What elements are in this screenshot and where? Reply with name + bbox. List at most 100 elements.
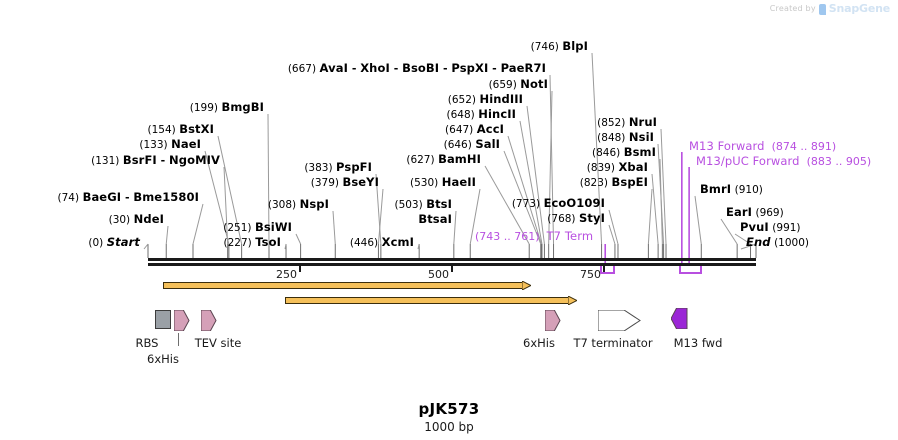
enzyme-site-position: (667) bbox=[287, 63, 317, 75]
enzyme-name: HindIII bbox=[479, 92, 523, 106]
enzyme-site-label[interactable]: (154) BstXI bbox=[148, 123, 215, 136]
enzyme-site-label[interactable]: (503) BtsI bbox=[394, 198, 452, 211]
primer-label[interactable]: M13 Forward (874 .. 891) bbox=[689, 140, 836, 153]
enzyme-name: PvuI bbox=[740, 220, 769, 234]
arrow-body bbox=[285, 297, 568, 304]
enzyme-leader-line bbox=[720, 218, 738, 245]
enzyme-name: AvaI bbox=[319, 61, 348, 75]
enzyme-site-position: (647) bbox=[445, 124, 474, 136]
enzyme-name: XcmI bbox=[381, 235, 414, 249]
terminator-range: (743 .. 761) bbox=[475, 230, 540, 243]
enzyme-site-label[interactable]: (131) BsrFI - NgoMIV bbox=[91, 154, 220, 167]
feature-glyph-arrow-right[interactable] bbox=[201, 310, 218, 331]
upper-translation-arrow[interactable] bbox=[163, 281, 531, 290]
enzyme-name: AccI bbox=[476, 122, 504, 136]
lower-translation-arrow[interactable] bbox=[285, 296, 577, 305]
enzyme-site-label[interactable]: (846) BsmI bbox=[592, 146, 656, 159]
enzyme-site-position: (659) bbox=[488, 79, 517, 91]
enzyme-leader-line bbox=[659, 158, 663, 245]
enzyme-site-label[interactable]: (652) HindIII bbox=[448, 93, 523, 106]
feature-glyph-arrow-outline[interactable] bbox=[598, 310, 642, 331]
enzyme-site-position: (646) bbox=[443, 139, 472, 151]
enzyme-site-label[interactable]: (227) TsoI bbox=[224, 236, 281, 249]
ruler-tick-label: 500 bbox=[428, 268, 449, 281]
enzyme-site-position: (383) bbox=[304, 162, 333, 174]
enzyme-site-label[interactable]: (74) BaeGI - Bme1580I bbox=[58, 191, 199, 204]
primer-name: M13 Forward bbox=[689, 139, 765, 153]
enzyme-site-label[interactable]: BmrI (910) bbox=[700, 183, 763, 196]
enzyme-site-label[interactable]: (852) NruI bbox=[597, 116, 657, 129]
terminator-label[interactable]: (743 .. 761) T7 Term bbox=[475, 230, 593, 243]
enzyme-site-position: (648) bbox=[446, 109, 475, 121]
enzyme-site-label[interactable]: (768) StyI bbox=[547, 212, 605, 225]
enzyme-site-label[interactable]: (0) Start bbox=[88, 236, 140, 249]
enzyme-site-label[interactable]: (133) NaeI bbox=[139, 138, 201, 151]
enzyme-site-label[interactable]: (30) NdeI bbox=[109, 213, 164, 226]
enzyme-site-label[interactable]: (839) XbaI bbox=[587, 161, 648, 174]
enzyme-site-position: (848) bbox=[597, 132, 626, 144]
enzyme-name: NdeI bbox=[133, 212, 164, 226]
enzyme-site-label[interactable]: (773) EcoO109I bbox=[512, 197, 605, 210]
m13-primer-bracket[interactable] bbox=[679, 266, 703, 274]
enzyme-site-label[interactable]: (627) BamHI bbox=[406, 153, 481, 166]
enzyme-site-label[interactable]: End (1000) bbox=[746, 236, 809, 249]
enzyme-leader-line bbox=[332, 210, 336, 245]
enzyme-site-label[interactable]: BtsaI bbox=[418, 213, 452, 226]
feature-glyph-arrow-right[interactable] bbox=[545, 310, 562, 331]
enzyme-site-label[interactable]: (659) NotI bbox=[489, 78, 548, 91]
primer-label[interactable]: M13/pUC Forward (883 .. 905) bbox=[696, 155, 871, 168]
primer-range: (874 .. 891) bbox=[771, 140, 837, 153]
enzyme-site-label[interactable]: (379) BseYI bbox=[311, 176, 379, 189]
enzyme-site-label[interactable]: (667) AvaI - XhoI - BsoBI - PspXI - PaeR… bbox=[288, 62, 546, 75]
enzyme-site-position: (133) bbox=[139, 139, 168, 151]
enzyme-name: NspI bbox=[299, 197, 329, 211]
enzyme-site-label[interactable]: PvuI (991) bbox=[740, 221, 801, 234]
enzyme-site-label[interactable]: (646) SalI bbox=[444, 138, 500, 151]
primer-name: M13/pUC Forward bbox=[696, 154, 800, 168]
enzyme-name: PspXI bbox=[451, 61, 489, 75]
enzyme-site-position: (627) bbox=[406, 154, 435, 166]
enzyme-site-position: (503) bbox=[394, 199, 423, 211]
feature-glyph-arrow-left[interactable] bbox=[671, 308, 689, 329]
feature-glyph-arrow-right[interactable] bbox=[174, 310, 191, 331]
enzyme-name: NgoMIV bbox=[169, 153, 220, 167]
enzyme-name: NruI bbox=[628, 115, 657, 129]
snapgene-logo-icon bbox=[818, 4, 826, 15]
enzyme-site-label[interactable]: (848) NsiI bbox=[597, 131, 654, 144]
enzyme-site-label[interactable]: (647) AccI bbox=[445, 123, 504, 136]
enzyme-name: PspFI bbox=[336, 160, 372, 174]
enzyme-site-position: (652) bbox=[447, 94, 476, 106]
enzyme-site-label[interactable]: (383) PspFI bbox=[304, 161, 372, 174]
enzyme-site-position: (768) bbox=[547, 213, 576, 225]
enzyme-name: StyI bbox=[579, 211, 605, 225]
primer-range: (883 .. 905) bbox=[806, 155, 872, 168]
ruler-tick bbox=[299, 266, 301, 272]
enzyme-name: BaeGI bbox=[82, 190, 122, 204]
plasmid-length-label: 1000 bp bbox=[424, 420, 474, 434]
enzyme-site-label[interactable]: (823) BspEI bbox=[580, 176, 648, 189]
enzyme-site-position: (0) bbox=[88, 237, 104, 249]
enzyme-name: EarI bbox=[726, 205, 752, 219]
enzyme-name: BtsaI bbox=[418, 212, 452, 226]
enzyme-name: PaeR7I bbox=[500, 61, 546, 75]
enzyme-site-position: (969) bbox=[755, 207, 784, 219]
enzyme-leader-line bbox=[192, 203, 204, 245]
enzyme-name: Bme1580I bbox=[133, 190, 199, 204]
watermark-created-by-label: Created by bbox=[769, 4, 816, 13]
feature-glyph-rbs[interactable] bbox=[155, 310, 171, 329]
enzyme-site-position: (74) bbox=[57, 192, 80, 204]
terminator-bracket[interactable] bbox=[599, 266, 615, 274]
enzyme-site-label[interactable]: (648) HincII bbox=[447, 108, 516, 121]
feature-label: TEV site bbox=[194, 336, 242, 350]
enzyme-site-label[interactable]: (251) BsiWI bbox=[223, 221, 292, 234]
enzyme-leader-line bbox=[507, 135, 542, 245]
enzyme-name: Start bbox=[106, 235, 140, 249]
enzyme-site-label[interactable]: (746) BlpI bbox=[531, 40, 588, 53]
snapgene-watermark: Created by SnapGene bbox=[770, 2, 890, 15]
enzyme-site-label[interactable]: (446) XcmI bbox=[350, 236, 414, 249]
enzyme-site-label[interactable]: EarI (969) bbox=[726, 206, 784, 219]
enzyme-site-label[interactable]: (530) HaeII bbox=[410, 176, 476, 189]
enzyme-site-label[interactable]: (308) NspI bbox=[268, 198, 329, 211]
enzyme-site-label[interactable]: (199) BmgBI bbox=[190, 101, 264, 114]
plasmid-backbone-bottom-strand bbox=[148, 263, 756, 266]
